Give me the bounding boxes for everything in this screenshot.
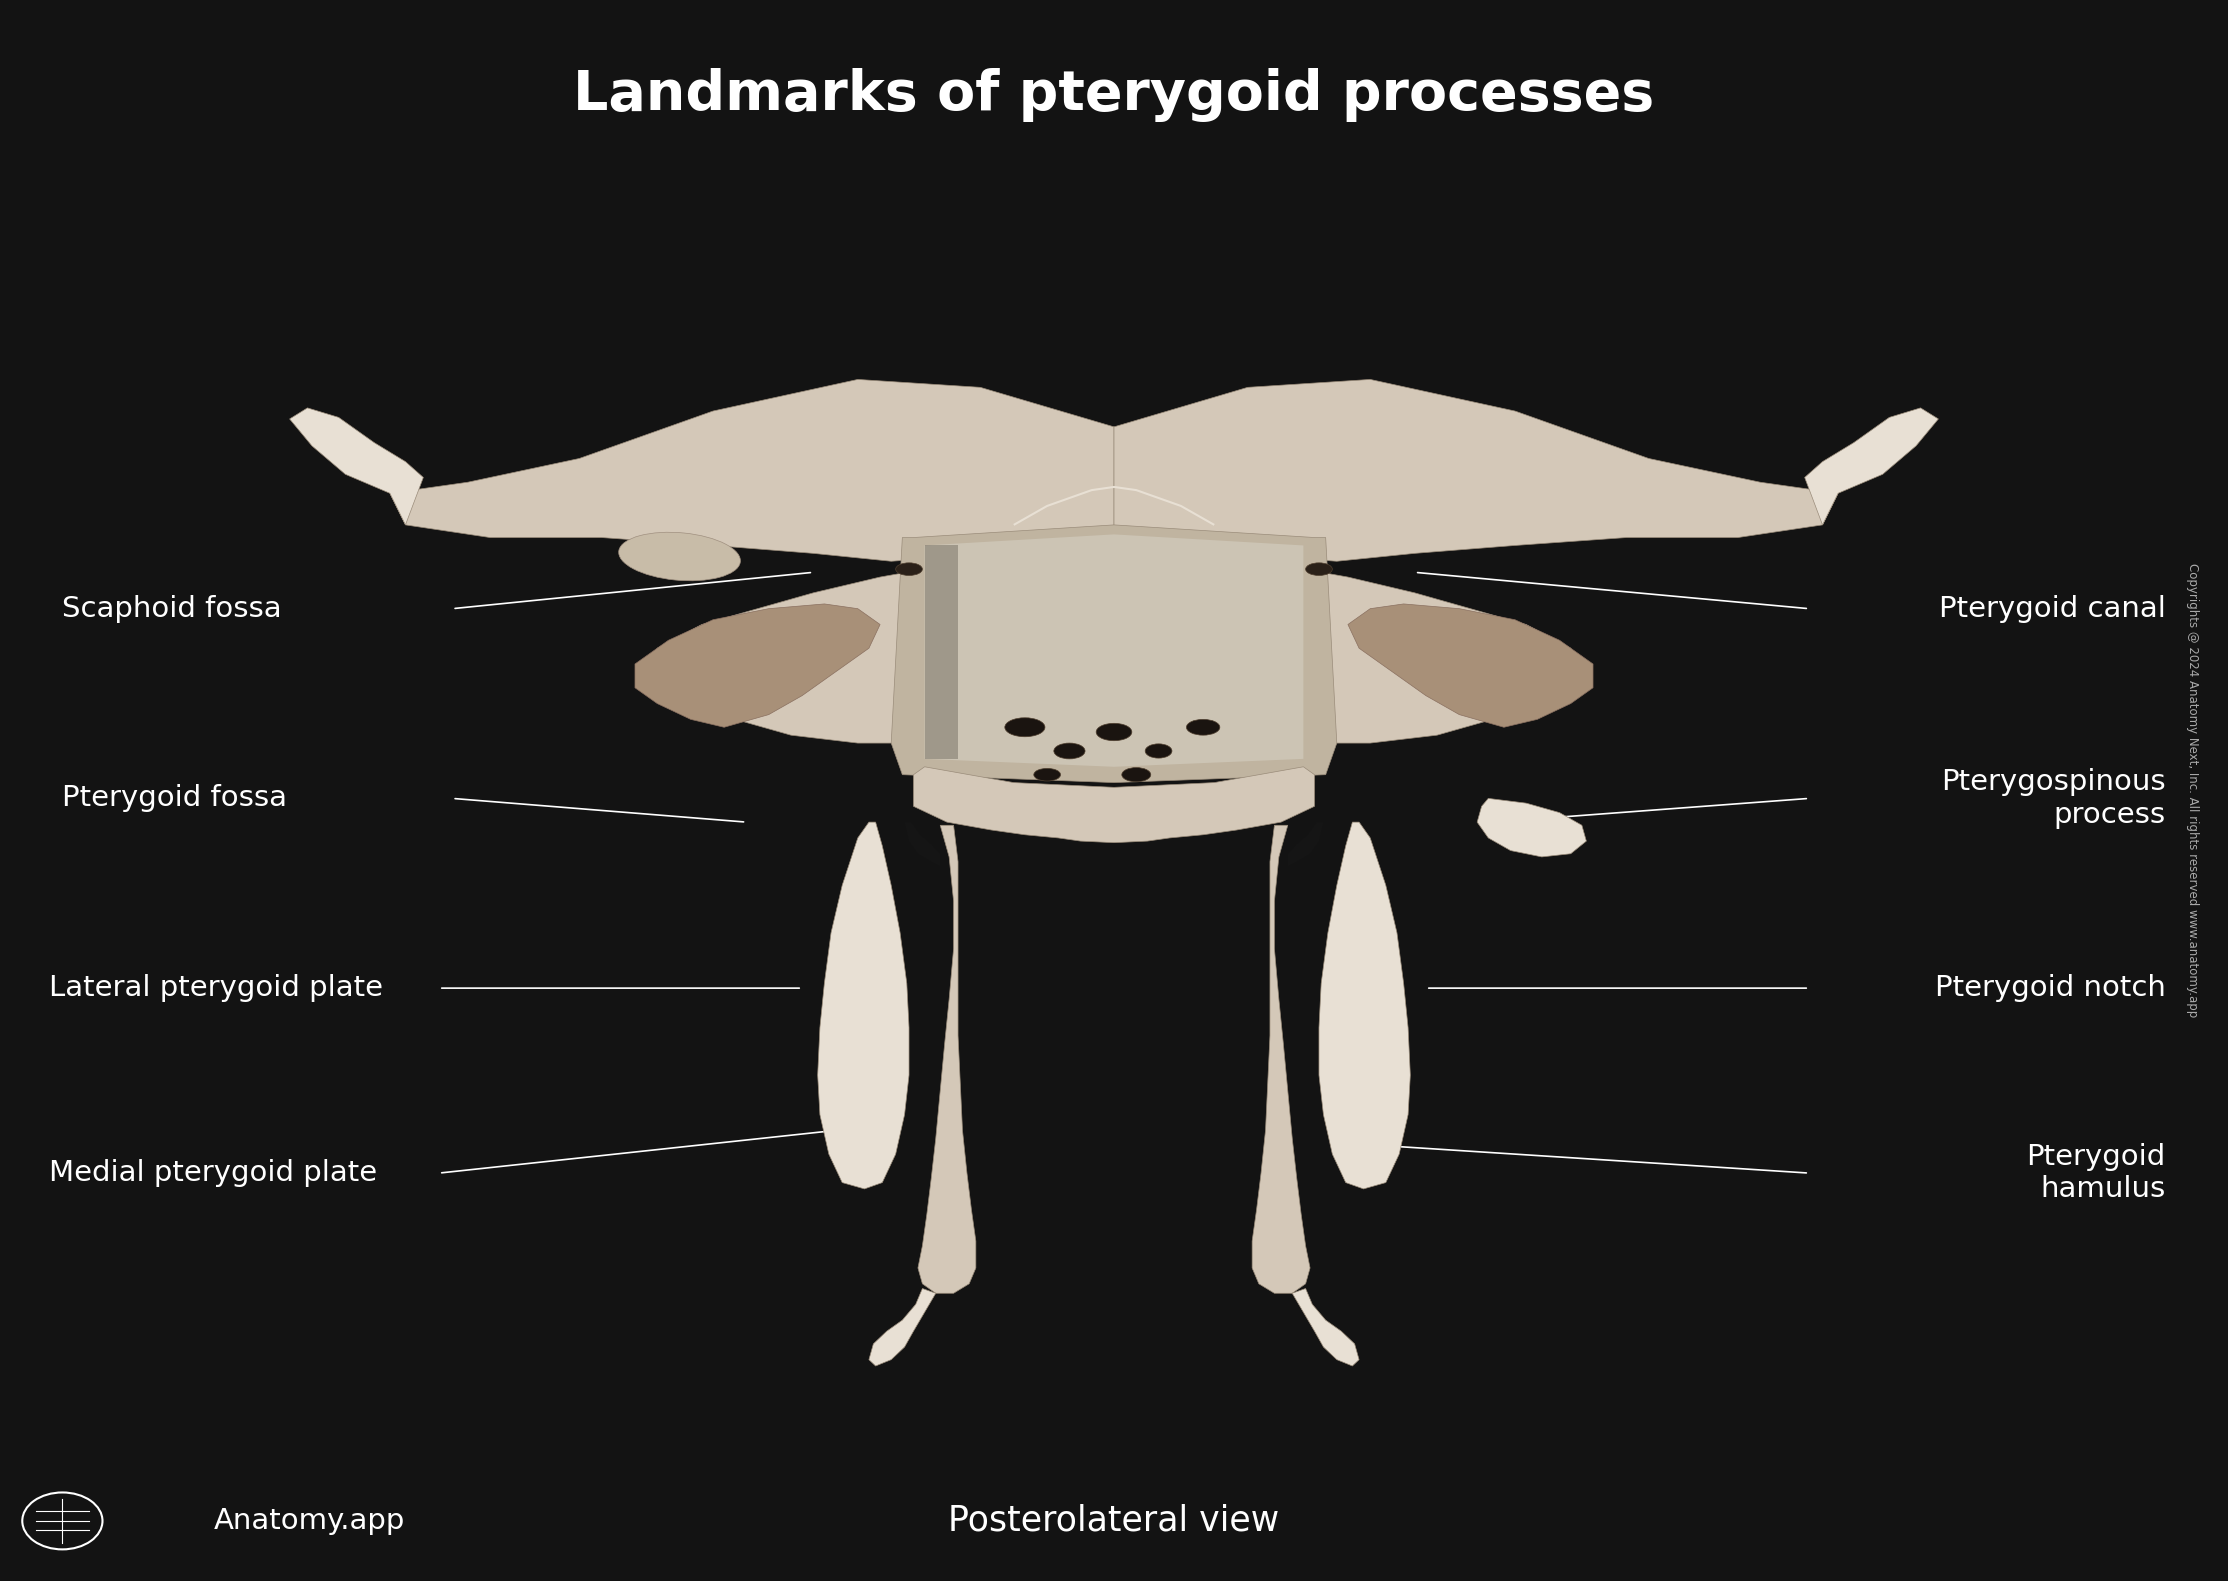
Ellipse shape xyxy=(1145,743,1172,759)
Ellipse shape xyxy=(1005,718,1045,737)
Ellipse shape xyxy=(1054,743,1085,759)
Polygon shape xyxy=(635,604,880,727)
Polygon shape xyxy=(1805,408,1938,525)
Polygon shape xyxy=(1114,379,1838,561)
Polygon shape xyxy=(290,408,423,525)
Polygon shape xyxy=(818,822,909,1189)
Polygon shape xyxy=(918,825,976,1293)
Ellipse shape xyxy=(1188,719,1221,735)
Text: Pterygoid
hamulus: Pterygoid hamulus xyxy=(2027,1143,2166,1203)
Polygon shape xyxy=(1477,798,1586,857)
Text: Posterolateral view: Posterolateral view xyxy=(949,1504,1279,1538)
Polygon shape xyxy=(1348,604,1593,727)
Text: Anatomy.app: Anatomy.app xyxy=(214,1507,405,1535)
Polygon shape xyxy=(646,545,925,759)
Text: Pterygoid fossa: Pterygoid fossa xyxy=(62,784,287,813)
Polygon shape xyxy=(891,525,1337,783)
Text: Medial pterygoid plate: Medial pterygoid plate xyxy=(49,1159,377,1187)
Ellipse shape xyxy=(1123,767,1150,781)
Text: Scaphoid fossa: Scaphoid fossa xyxy=(62,594,283,623)
Polygon shape xyxy=(925,545,958,759)
Text: Pterygoid canal: Pterygoid canal xyxy=(1938,594,2166,623)
Ellipse shape xyxy=(1034,768,1061,781)
Text: Copyrights @ 2024 Anatomy Next, Inc. All rights reserved www.anatomy.app: Copyrights @ 2024 Anatomy Next, Inc. All… xyxy=(2186,563,2199,1018)
Text: Lateral pterygoid plate: Lateral pterygoid plate xyxy=(49,974,383,1002)
Text: Pterygoid notch: Pterygoid notch xyxy=(1934,974,2166,1002)
Polygon shape xyxy=(390,379,1114,561)
Polygon shape xyxy=(1292,1289,1359,1366)
Polygon shape xyxy=(1319,822,1410,1189)
Polygon shape xyxy=(913,767,1315,843)
Polygon shape xyxy=(1252,825,1310,1293)
Polygon shape xyxy=(869,1289,936,1366)
Text: Landmarks of pterygoid processes: Landmarks of pterygoid processes xyxy=(573,68,1655,122)
Ellipse shape xyxy=(1306,563,1332,575)
Ellipse shape xyxy=(1096,723,1132,740)
Ellipse shape xyxy=(896,563,922,575)
Ellipse shape xyxy=(619,533,740,580)
Polygon shape xyxy=(1303,545,1582,759)
Polygon shape xyxy=(925,534,1303,767)
Polygon shape xyxy=(905,822,940,866)
Polygon shape xyxy=(1288,822,1323,866)
Text: Pterygospinous
process: Pterygospinous process xyxy=(1941,768,2166,828)
